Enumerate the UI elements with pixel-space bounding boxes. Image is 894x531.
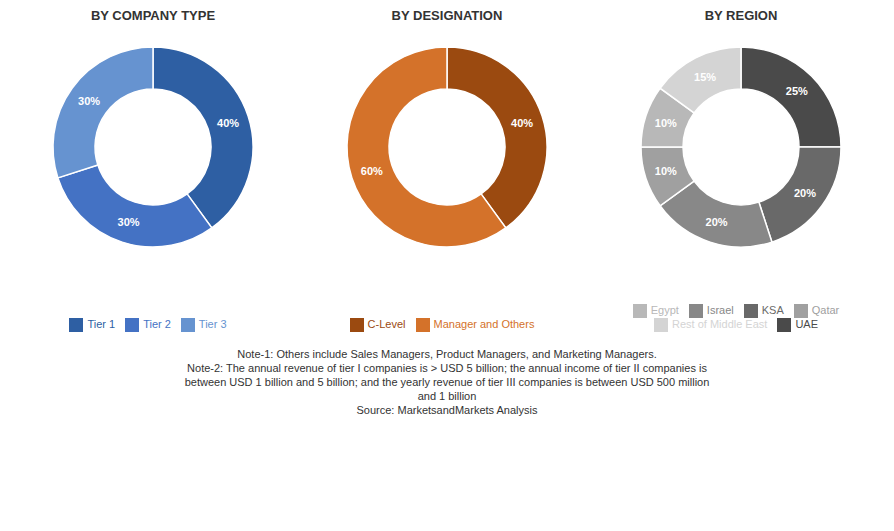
html-text:KSA: KSA <box>761 303 784 316</box>
svg-text:40%: 40% <box>217 117 239 129</box>
svg-text:30%: 30% <box>118 216 140 228</box>
svg-text:30%: 30% <box>78 95 100 107</box>
svg-text:40%: 40% <box>511 117 533 129</box>
html-text:BY COMPANY TYPE: BY COMPANY TYPE <box>90 8 216 23</box>
html-text:BY DESIGNATION: BY DESIGNATION <box>391 8 503 23</box>
html-text:Tier 1: Tier 1 <box>87 317 116 330</box>
svg-text:15%: 15% <box>694 71 716 83</box>
html-text:between USD 1 billion and 5 bi: between USD 1 billion and 5 billion; and… <box>184 376 710 388</box>
html-text:Tier 3: Tier 3 <box>198 317 227 330</box>
svg-text:60%: 60% <box>361 165 383 177</box>
svg-text:20%: 20% <box>794 187 816 199</box>
html-text:BY REGION: BY REGION <box>704 8 778 23</box>
html-text:C-Level: C-Level <box>367 317 406 330</box>
svg-text:25%: 25% <box>786 85 808 97</box>
html-text:Qatar: Qatar <box>811 303 840 316</box>
html-text:Source: MarketsandMarkets Anal: Source: MarketsandMarkets Analysis <box>356 404 538 416</box>
html-text:Egypt: Egypt <box>650 303 679 316</box>
svg-text:10%: 10% <box>655 165 677 177</box>
html-text:Israel: Israel <box>706 303 734 316</box>
html-text:Note-2: The annual revenue of: Note-2: The annual revenue of tier I com… <box>187 362 707 374</box>
html-text:and 1 billion: and 1 billion <box>417 390 477 402</box>
svg-text:10%: 10% <box>655 117 677 129</box>
html-text:UAE: UAE <box>795 317 818 330</box>
html-text:Note-1: Others include Sales M: Note-1: Others include Sales Managers, P… <box>237 348 657 360</box>
html-text:Manager and Others: Manager and Others <box>433 317 535 330</box>
html-text:Rest of Middle East: Rest of Middle East <box>672 317 768 330</box>
html-text:Tier 2: Tier 2 <box>143 317 171 330</box>
svg-text:20%: 20% <box>706 216 728 228</box>
